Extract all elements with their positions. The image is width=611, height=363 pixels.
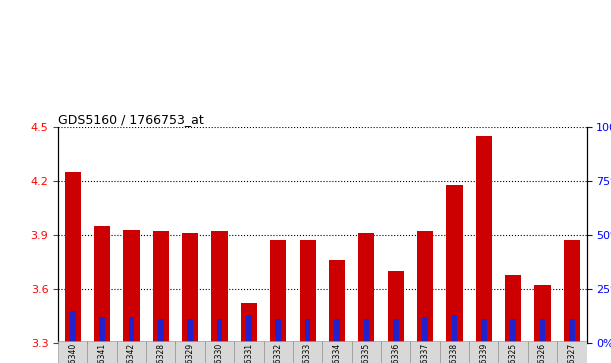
Bar	[217, 319, 222, 343]
Bar	[381, 341, 411, 363]
Bar	[540, 319, 546, 343]
Text: GSM1356330: GSM1356330	[215, 343, 224, 363]
Bar	[469, 341, 499, 363]
Bar	[70, 311, 76, 343]
Text: GDS5160 / 1766753_at: GDS5160 / 1766753_at	[58, 113, 204, 126]
Bar	[505, 275, 521, 343]
Bar	[364, 319, 369, 343]
Bar	[334, 319, 340, 343]
Text: GSM1356342: GSM1356342	[127, 343, 136, 363]
Bar	[299, 240, 316, 343]
Bar	[569, 319, 575, 343]
Text: GSM1356331: GSM1356331	[244, 343, 254, 363]
Text: GSM1356335: GSM1356335	[362, 343, 371, 363]
Bar	[175, 341, 205, 363]
Bar	[358, 233, 375, 343]
Bar	[557, 341, 587, 363]
Bar	[510, 319, 516, 343]
Text: GSM1356329: GSM1356329	[186, 343, 195, 363]
Text: GSM1356336: GSM1356336	[391, 343, 400, 363]
Bar	[411, 341, 440, 363]
Text: GSM1356328: GSM1356328	[156, 343, 166, 363]
Bar	[123, 230, 139, 343]
Bar	[276, 319, 281, 343]
Bar	[535, 285, 551, 343]
Text: GSM1356339: GSM1356339	[479, 343, 488, 363]
Bar	[241, 303, 257, 343]
Bar	[447, 185, 463, 343]
Text: GSM1356340: GSM1356340	[68, 343, 77, 363]
Bar	[117, 341, 146, 363]
Bar	[293, 341, 323, 363]
Text: GSM1356341: GSM1356341	[98, 343, 106, 363]
Bar	[99, 317, 105, 343]
Bar	[94, 226, 110, 343]
Bar	[58, 341, 87, 363]
Text: GSM1356326: GSM1356326	[538, 343, 547, 363]
Bar	[387, 271, 404, 343]
Bar	[153, 232, 169, 343]
Bar	[158, 319, 164, 343]
Bar	[305, 319, 310, 343]
Bar	[352, 341, 381, 363]
Bar	[564, 240, 580, 343]
Bar	[422, 317, 428, 343]
Bar	[440, 341, 469, 363]
Bar	[246, 315, 252, 343]
Bar	[270, 240, 287, 343]
Text: GSM1356334: GSM1356334	[332, 343, 342, 363]
Bar	[211, 232, 228, 343]
Bar	[323, 341, 352, 363]
Bar	[263, 341, 293, 363]
Text: GSM1356332: GSM1356332	[274, 343, 283, 363]
Bar	[65, 172, 81, 343]
Bar	[528, 341, 557, 363]
Bar	[205, 341, 234, 363]
Bar	[452, 315, 457, 343]
Bar	[182, 233, 198, 343]
Bar	[87, 341, 117, 363]
Bar	[146, 341, 175, 363]
Text: GSM1356333: GSM1356333	[303, 343, 312, 363]
Text: GSM1356325: GSM1356325	[508, 343, 518, 363]
Bar	[329, 260, 345, 343]
Bar	[476, 136, 492, 343]
Bar	[393, 319, 398, 343]
Bar	[481, 319, 486, 343]
Bar	[188, 319, 193, 343]
Text: GSM1356327: GSM1356327	[568, 343, 576, 363]
Text: GSM1356338: GSM1356338	[450, 343, 459, 363]
Bar	[234, 341, 263, 363]
Text: GSM1356337: GSM1356337	[420, 343, 430, 363]
Bar	[129, 317, 134, 343]
Bar	[499, 341, 528, 363]
Bar	[417, 232, 433, 343]
